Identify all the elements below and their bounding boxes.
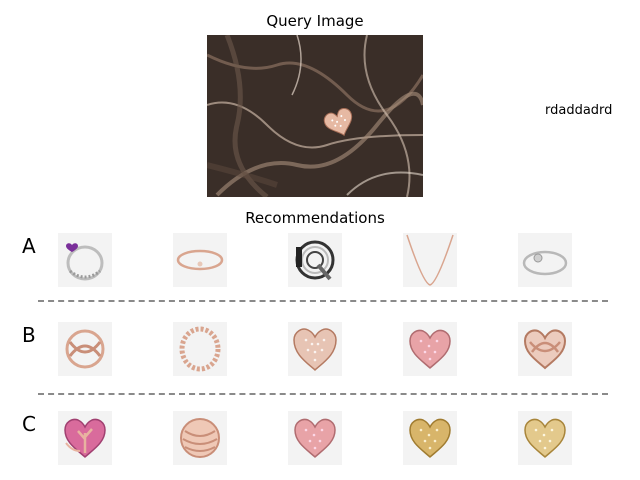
- query-image: [206, 34, 425, 199]
- row-label-a: A: [22, 234, 36, 258]
- row-divider: [38, 300, 608, 302]
- ring-with-purple-heart-icon[interactable]: [58, 233, 112, 287]
- letter-q-charm-icon[interactable]: [288, 233, 342, 287]
- marble-heart-photo: [206, 34, 425, 199]
- gold-pave-heart-charm-icon[interactable]: [403, 411, 457, 465]
- recommendations-title: Recommendations: [245, 209, 385, 227]
- infinity-knot-charm-icon[interactable]: [58, 322, 112, 376]
- gold-pave-heart-charm-icon[interactable]: [518, 411, 572, 465]
- entwined-heart-charm-icon[interactable]: [518, 322, 572, 376]
- query-image-title: Query Image: [266, 12, 364, 30]
- pink-pave-heart-charm-icon[interactable]: [288, 411, 342, 465]
- pave-heart-charm-icon[interactable]: [288, 322, 342, 376]
- row-label-b: B: [22, 323, 36, 347]
- twisted-ring-icon[interactable]: [173, 322, 227, 376]
- pink-tree-heart-charm-icon[interactable]: [58, 411, 112, 465]
- row-divider: [38, 393, 608, 395]
- row-label-c: C: [22, 412, 36, 436]
- bangle-bracelet-icon[interactable]: [173, 233, 227, 287]
- pink-pave-heart-charm-icon[interactable]: [403, 322, 457, 376]
- side-note-text: rdaddadrd: [545, 103, 613, 118]
- chain-necklace-icon[interactable]: [403, 233, 457, 287]
- snake-chain-bracelet-icon[interactable]: [518, 233, 572, 287]
- rose-gold-round-charm-icon[interactable]: [173, 411, 227, 465]
